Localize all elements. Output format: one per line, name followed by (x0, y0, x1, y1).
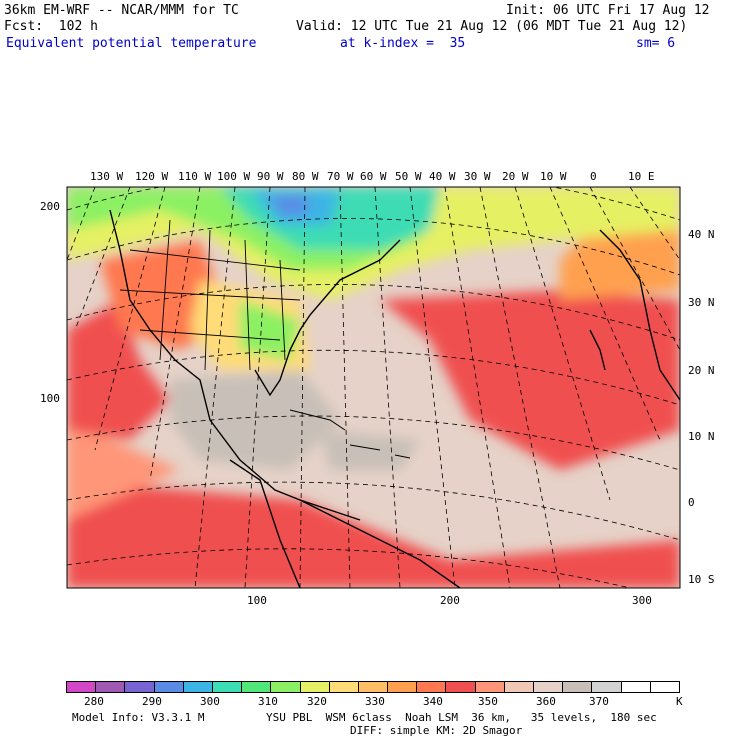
colorbar-swatch (212, 682, 243, 692)
lon-label: 110 W (178, 170, 212, 183)
colorbar-swatch (417, 682, 447, 692)
colorbar-swatch (621, 682, 651, 692)
colorbar-swatch (96, 682, 126, 692)
lat-label: 40 N (688, 228, 715, 241)
lon-label: 100 W (217, 170, 251, 183)
valid-time: Valid: 12 UTC Tue 21 Aug 12 (06 MDT Tue … (296, 19, 688, 34)
level-label: at k-index = 35 (340, 36, 466, 51)
lon-label: 10 E (628, 170, 655, 183)
colorbar-label: 310 (258, 695, 278, 708)
lat-label: 30 N (688, 296, 715, 309)
physics-info: YSU PBL WSM 6class Noah LSM 36 km, 35 le… (266, 711, 657, 724)
grid-y-label: 100 (40, 392, 60, 405)
colorbar-label: 280 (84, 695, 104, 708)
colorbar-swatch (592, 682, 622, 692)
colorbar-swatch (475, 682, 505, 692)
lon-label: 80 W (292, 170, 319, 183)
colorbar-label: 350 (478, 695, 498, 708)
colorbar-swatch (446, 682, 476, 692)
colorbar-label: 360 (536, 695, 556, 708)
lon-label: 30 W (464, 170, 491, 183)
lon-label: 10 W (540, 170, 567, 183)
lat-label: 20 N (688, 364, 715, 377)
lon-label: 130 W (90, 170, 124, 183)
lon-label: 20 W (502, 170, 529, 183)
grid-y-label: 200 (40, 200, 60, 213)
lon-label: 0 (590, 170, 597, 183)
colorbar-swatch (183, 682, 213, 692)
smoothing-label: sm= 6 (636, 36, 676, 51)
state-borders (119, 219, 301, 371)
diffusion-info: DIFF: simple KM: 2D Smagor (350, 724, 523, 737)
colorbar-swatch (358, 682, 389, 692)
colorbar-swatch (563, 682, 593, 692)
model-info: Model Info: V3.3.1 M (72, 711, 205, 724)
colorbar-swatch (388, 682, 418, 692)
colorbar-label: 340 (423, 695, 443, 708)
lon-label: 70 W (327, 170, 354, 183)
colorbar (66, 681, 680, 693)
grid-x-label: 100 (247, 594, 267, 607)
colorbar-swatch (504, 682, 534, 692)
coastlines (109, 209, 680, 588)
colorbar-swatch (534, 682, 564, 692)
colorbar-swatch (67, 682, 97, 692)
colorbar-label: 330 (365, 695, 385, 708)
init-time: Init: 06 UTC Fri 17 Aug 12 (506, 3, 710, 18)
lon-label: 120 W (135, 170, 169, 183)
grid-x-label: 200 (440, 594, 460, 607)
lat-label: 0 (688, 496, 695, 509)
lat-label: 10 N (688, 430, 715, 443)
lon-label: 60 W (360, 170, 387, 183)
colorbar-swatch (329, 682, 359, 692)
grid-x-label: 300 (632, 594, 652, 607)
colorbar-swatch (154, 682, 184, 692)
colorbar-label: 290 (142, 695, 162, 708)
lon-label: 40 W (429, 170, 456, 183)
colorbar-swatch (271, 682, 301, 692)
colorbar-swatch (242, 682, 272, 692)
colorbar-swatch (300, 682, 330, 692)
colorbar-swatch (125, 682, 155, 692)
colorbar-label: 320 (307, 695, 327, 708)
theta-e-field (67, 187, 680, 588)
colorbar-label: 300 (200, 695, 220, 708)
colorbar-label: 370 (589, 695, 609, 708)
lon-label: 50 W (395, 170, 422, 183)
colorbar-unit: K (676, 695, 683, 708)
colorbar-swatch (650, 682, 679, 692)
model-title: 36km EM-WRF -- NCAR/MMM for TC (4, 3, 239, 18)
forecast-hour: Fcst: 102 h (4, 19, 98, 34)
lat-label: 10 S (688, 573, 715, 586)
islands (289, 409, 411, 459)
lon-label: 90 W (257, 170, 284, 183)
field-name: Equivalent potential temperature (6, 36, 257, 51)
graticule (67, 187, 680, 588)
